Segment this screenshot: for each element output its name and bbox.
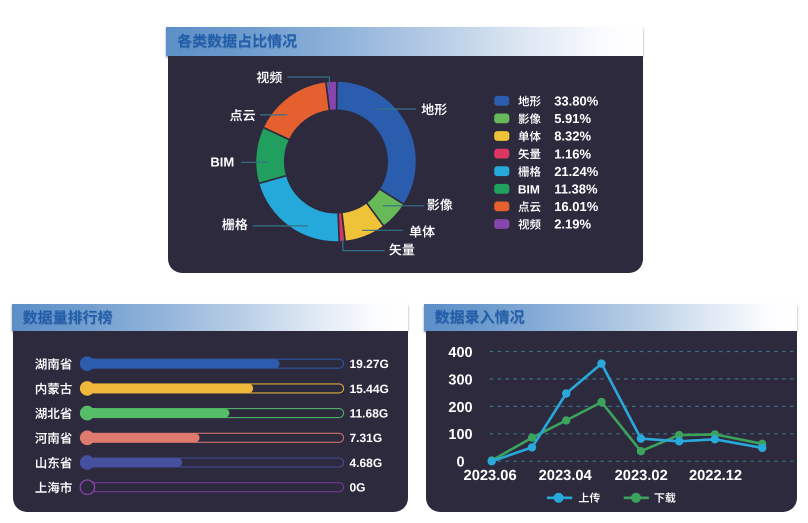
svg-text:2023.04: 2023.04: [539, 468, 593, 484]
svg-text:BIM: BIM: [518, 183, 540, 197]
svg-text:400: 400: [448, 345, 472, 361]
svg-text:19.27G: 19.27G: [350, 357, 389, 371]
svg-text:200: 200: [448, 400, 472, 416]
svg-text:BIM: BIM: [210, 154, 234, 169]
svg-text:0G: 0G: [350, 481, 366, 495]
svg-text:2.19%: 2.19%: [554, 217, 591, 232]
svg-text:2023.02: 2023.02: [615, 468, 668, 484]
svg-text:33.80%: 33.80%: [554, 94, 599, 109]
svg-text:21.24%: 21.24%: [554, 164, 599, 179]
svg-text:5.91%: 5.91%: [554, 111, 591, 126]
svg-text:8.32%: 8.32%: [554, 129, 591, 144]
svg-text:16.01%: 16.01%: [554, 199, 599, 214]
svg-text:2023.06: 2023.06: [464, 468, 517, 484]
svg-text:15.44G: 15.44G: [350, 382, 389, 396]
svg-text:11.68G: 11.68G: [350, 407, 389, 421]
svg-text:1.16%: 1.16%: [554, 146, 591, 161]
svg-text:2022.12: 2022.12: [689, 468, 742, 484]
svg-text:100: 100: [448, 427, 472, 443]
svg-text:11.38%: 11.38%: [554, 182, 598, 197]
svg-text:7.31G: 7.31G: [350, 431, 383, 445]
svg-text:4.68G: 4.68G: [350, 456, 383, 470]
svg-text:300: 300: [448, 372, 472, 388]
svg-text:0: 0: [456, 455, 464, 471]
